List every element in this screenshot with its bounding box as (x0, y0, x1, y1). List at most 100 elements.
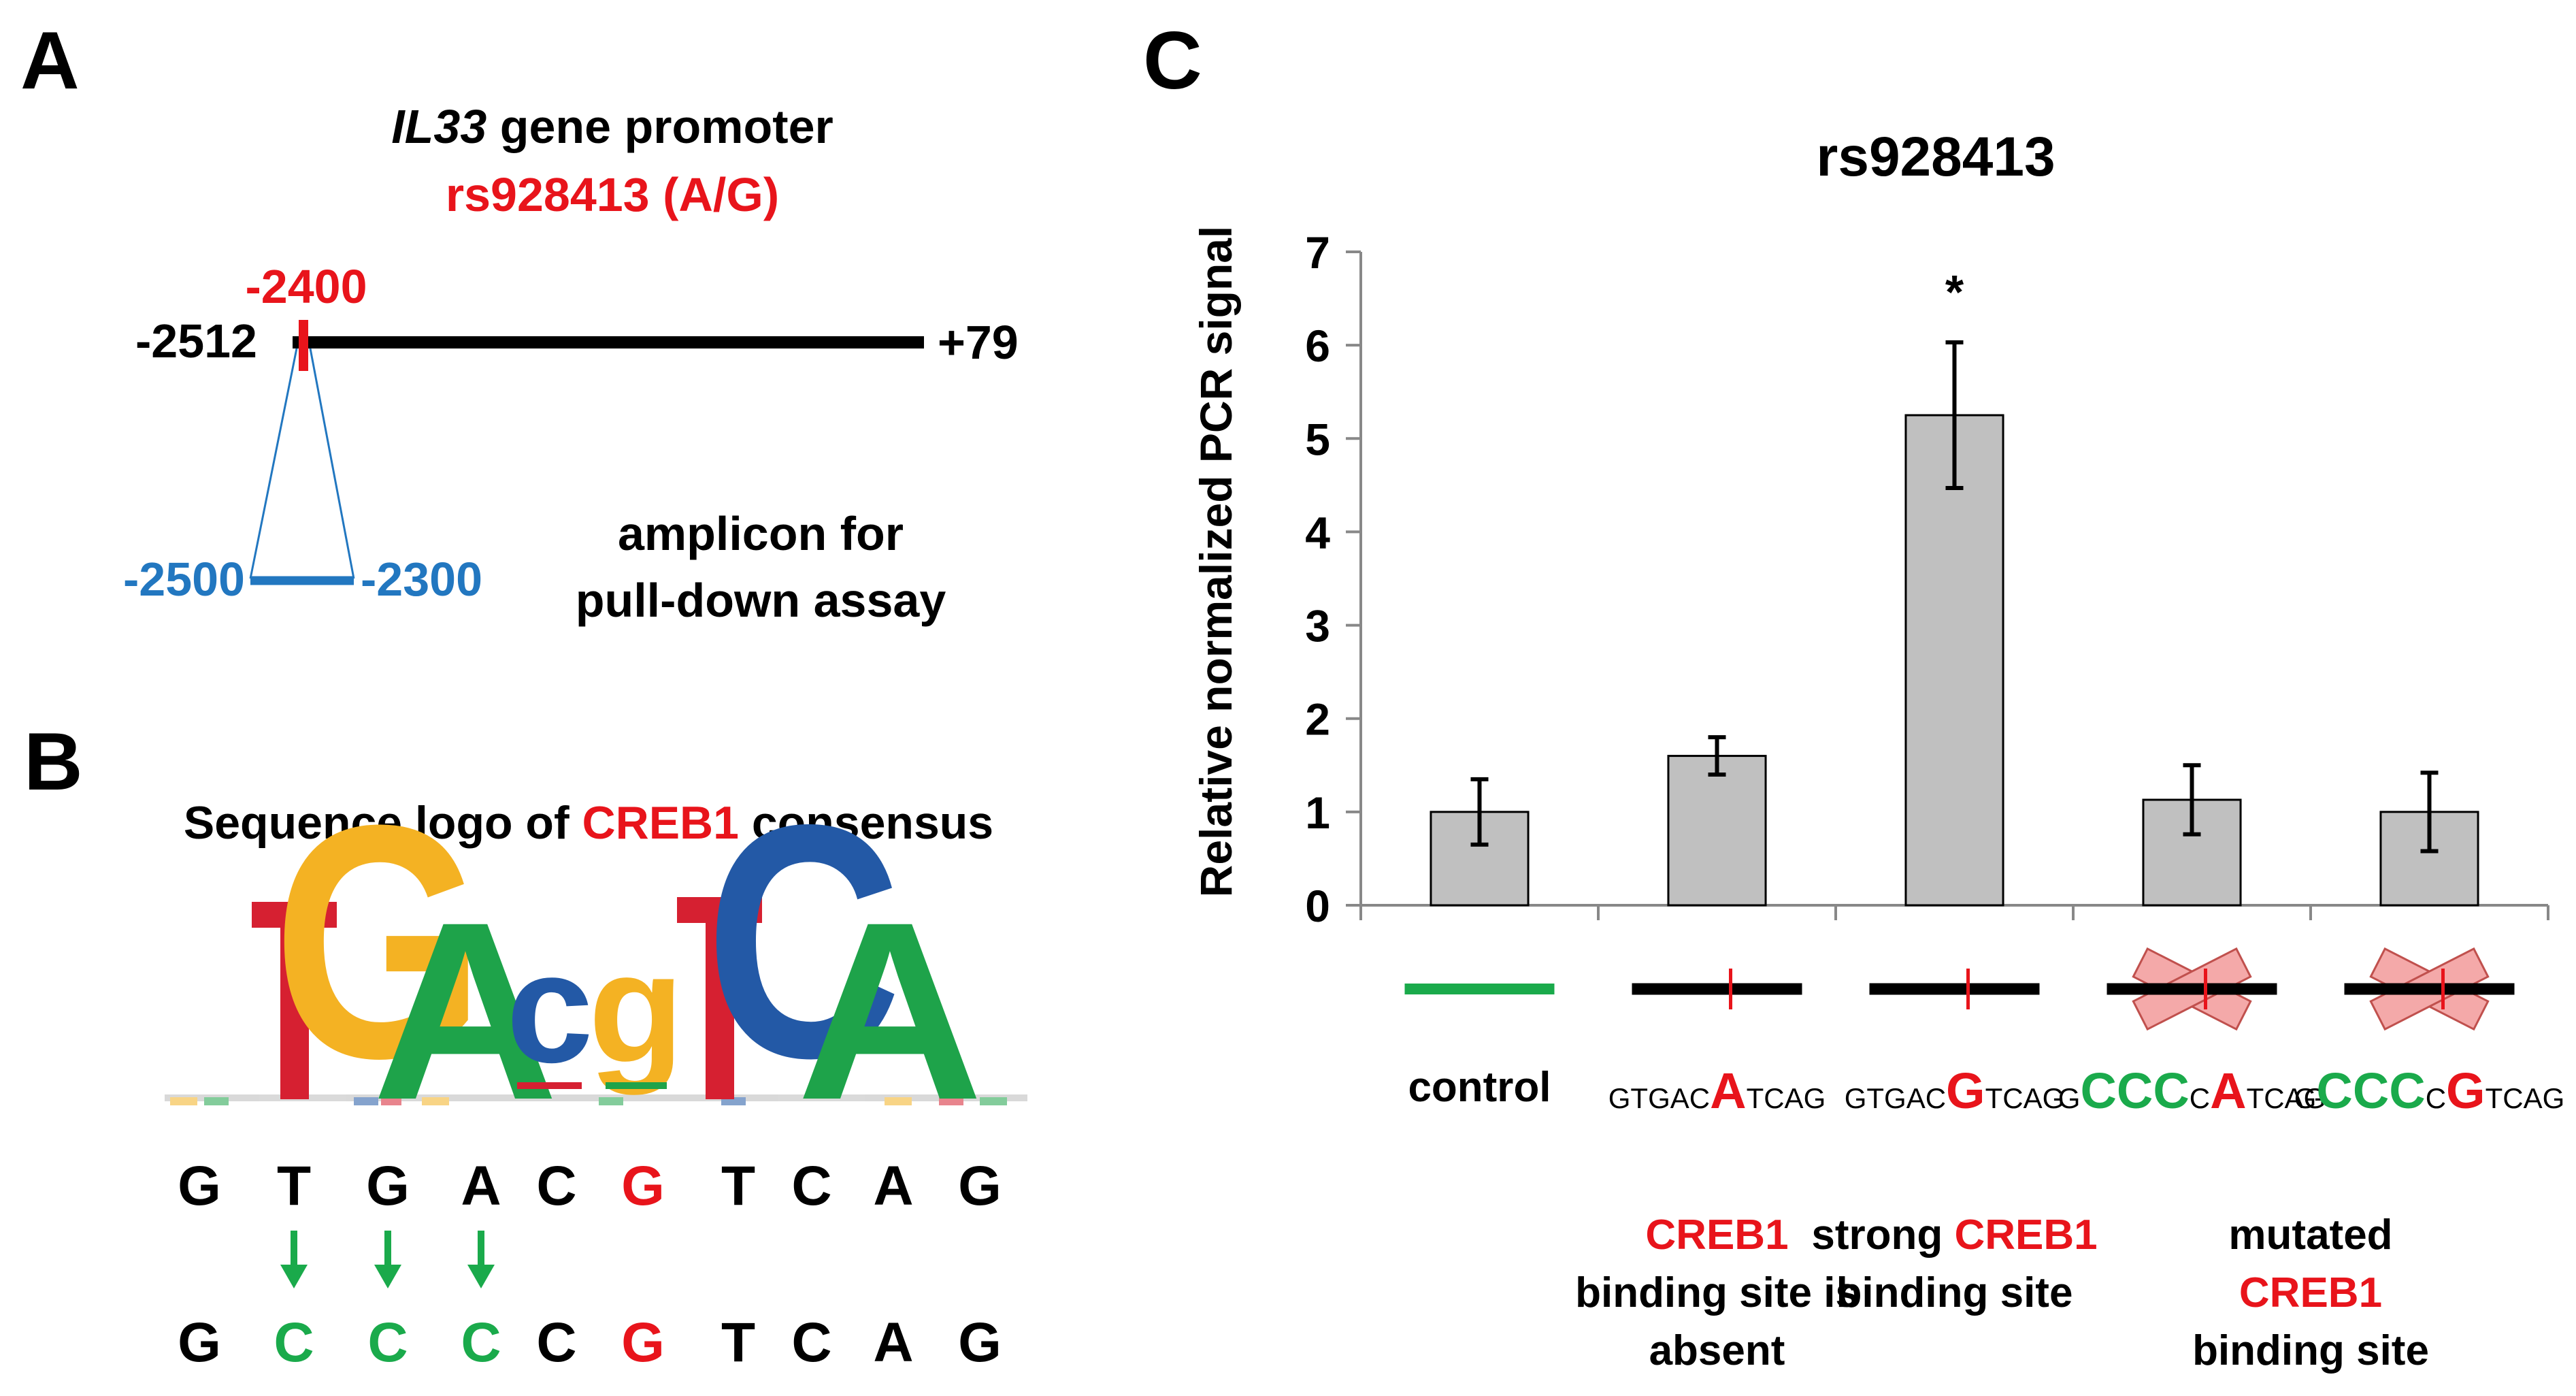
mutated-base: C (274, 1312, 314, 1374)
sequence-segment: TCAG (1747, 1082, 1826, 1114)
construct-diagrams (1404, 947, 2515, 1031)
mutated-base: C (536, 1312, 576, 1374)
panel-b-label: B (24, 716, 83, 807)
promoter-end: +79 (938, 316, 1019, 369)
note-line: CREB1 (1645, 1212, 1788, 1259)
significance-marks: * (1945, 265, 1964, 319)
zoom-line-left (249, 348, 298, 579)
y-tick-label: 0 (1305, 881, 1330, 931)
sequence-segment: GTGAC (1608, 1082, 1710, 1114)
logo-title-post: consensus (739, 797, 993, 849)
y-ticks: 0 1 2 3 4 5 6 7 (1305, 227, 1361, 931)
note-segment: strong (1811, 1212, 1954, 1259)
sequence-segment: C (2190, 1082, 2210, 1114)
construct-sequence: GCCCCGTCAG (2294, 1062, 2565, 1119)
wild-type-base: G (621, 1155, 665, 1217)
note-segment: absent (1649, 1327, 1785, 1374)
note-line: CREB1 (2239, 1269, 2382, 1316)
logo-letter-G-small: g (589, 920, 684, 1095)
logo-stack-T-red (517, 1082, 582, 1089)
sequence-segment: G (2294, 1082, 2317, 1114)
chart-title: rs928413 (1816, 126, 2055, 188)
mutated-base: C (791, 1312, 831, 1374)
sequence-segment: G (1946, 1062, 1985, 1119)
logo-title-tf: CREB1 (582, 797, 739, 849)
y-tick-label: 4 (1305, 507, 1330, 557)
gene-suffix: gene promoter (486, 100, 833, 153)
panel-a-label: A (20, 15, 80, 106)
note-segment: CREB1 (2239, 1269, 2382, 1316)
y-tick-label: 1 (1305, 788, 1330, 838)
note-segment: CREB1 (1645, 1212, 1788, 1259)
snp-position: -2400 (245, 260, 367, 313)
y-tick-label: 5 (1305, 414, 1330, 464)
sequence-segment: G (2446, 1062, 2486, 1119)
mutated-base: T (721, 1312, 755, 1374)
promoter-start: -2512 (135, 314, 257, 368)
mutation-arrows (280, 1231, 495, 1288)
logo-letter-A1: A (372, 869, 559, 1152)
mutated-base: G (621, 1312, 665, 1374)
construct-sequence: GTGACATCAG (1608, 1062, 1826, 1119)
bar (1667, 755, 1767, 907)
sequence-segment: CCC (2080, 1062, 2189, 1119)
gene-promoter-title: IL33 gene promoter (391, 100, 833, 153)
logo-title: Sequence logo of CREB1 consensus (184, 797, 993, 849)
wild-type-base: T (277, 1155, 311, 1217)
note-segment: binding site is (1575, 1269, 1859, 1316)
note-line: binding site is (1575, 1269, 1859, 1316)
mutated-base: A (873, 1312, 913, 1374)
y-tick-label: 2 (1305, 694, 1330, 745)
arrow-head (467, 1265, 495, 1288)
note-line: absent (1649, 1327, 1785, 1374)
y-tick-label: 6 (1305, 321, 1330, 371)
sequence-segment: GTGAC (1845, 1082, 1946, 1114)
wild-type-base: A (461, 1155, 501, 1217)
logo-letter-G: G (273, 756, 484, 1127)
note-segment: mutated (2228, 1212, 2392, 1259)
note-line: binding site (1836, 1269, 2073, 1316)
error-bars (1470, 340, 2439, 854)
wild-type-base: A (873, 1155, 913, 1217)
y-axis-label: Relative normalized PCR signal (1191, 226, 1241, 898)
control-label: control (1408, 1064, 1551, 1111)
mutated-base: G (958, 1312, 1002, 1374)
significance-star: * (1945, 265, 1964, 319)
note-line: strong CREB1 (1811, 1212, 2097, 1259)
y-tick-label: 7 (1305, 227, 1330, 278)
wild-type-base: T (721, 1155, 755, 1217)
construct-sequence: GCCCCATCAG (2058, 1062, 2326, 1119)
mutated-base: C (461, 1312, 501, 1374)
wild-type-base: G (366, 1155, 410, 1217)
zoom-line-right (309, 348, 355, 579)
panel-a: A IL33 gene promoter rs928413 (A/G) -240… (20, 15, 1019, 627)
logo-letter-C: C (706, 756, 902, 1127)
logo-letter-T1 (252, 902, 337, 1099)
amplicon-start: -2500 (123, 553, 245, 606)
mutated-base: C (367, 1312, 408, 1374)
panel-c-label: C (1143, 15, 1202, 106)
arrow-head (280, 1265, 308, 1288)
amplicon-end: -2300 (361, 553, 482, 606)
amplicon-caption-2: pull-down assay (576, 574, 946, 627)
construct-notes: CREB1 binding site is absent strong CREB1 bi… (1575, 1212, 2429, 1374)
sequence-logo: G A c g C A (165, 756, 1027, 1152)
sequence-segment: A (2210, 1062, 2246, 1119)
logo-stack-A-green (606, 1082, 667, 1089)
wild-type-base: C (791, 1155, 831, 1217)
sequence-segment: TCAG (2486, 1082, 2565, 1114)
logo-letter-C-small: c (506, 920, 593, 1095)
sequence-segment: G (2058, 1082, 2081, 1114)
note-segment: binding site (1836, 1269, 2073, 1316)
bar (1904, 414, 2004, 907)
note-line: mutated (2228, 1212, 2392, 1259)
logo-title-pre: Sequence logo of (184, 797, 582, 849)
panel-b: B Sequence logo of CREB1 consensus G (24, 716, 1027, 1374)
logo-letter-T2 (677, 897, 762, 1099)
wild-type-base: G (958, 1155, 1002, 1217)
bars (1430, 414, 2479, 907)
sequence-segment: TCAG (2247, 1082, 2326, 1114)
construct-sequence: GTGACGTCAG (1845, 1062, 2065, 1119)
snp-label: rs928413 (A/G) (446, 168, 779, 221)
